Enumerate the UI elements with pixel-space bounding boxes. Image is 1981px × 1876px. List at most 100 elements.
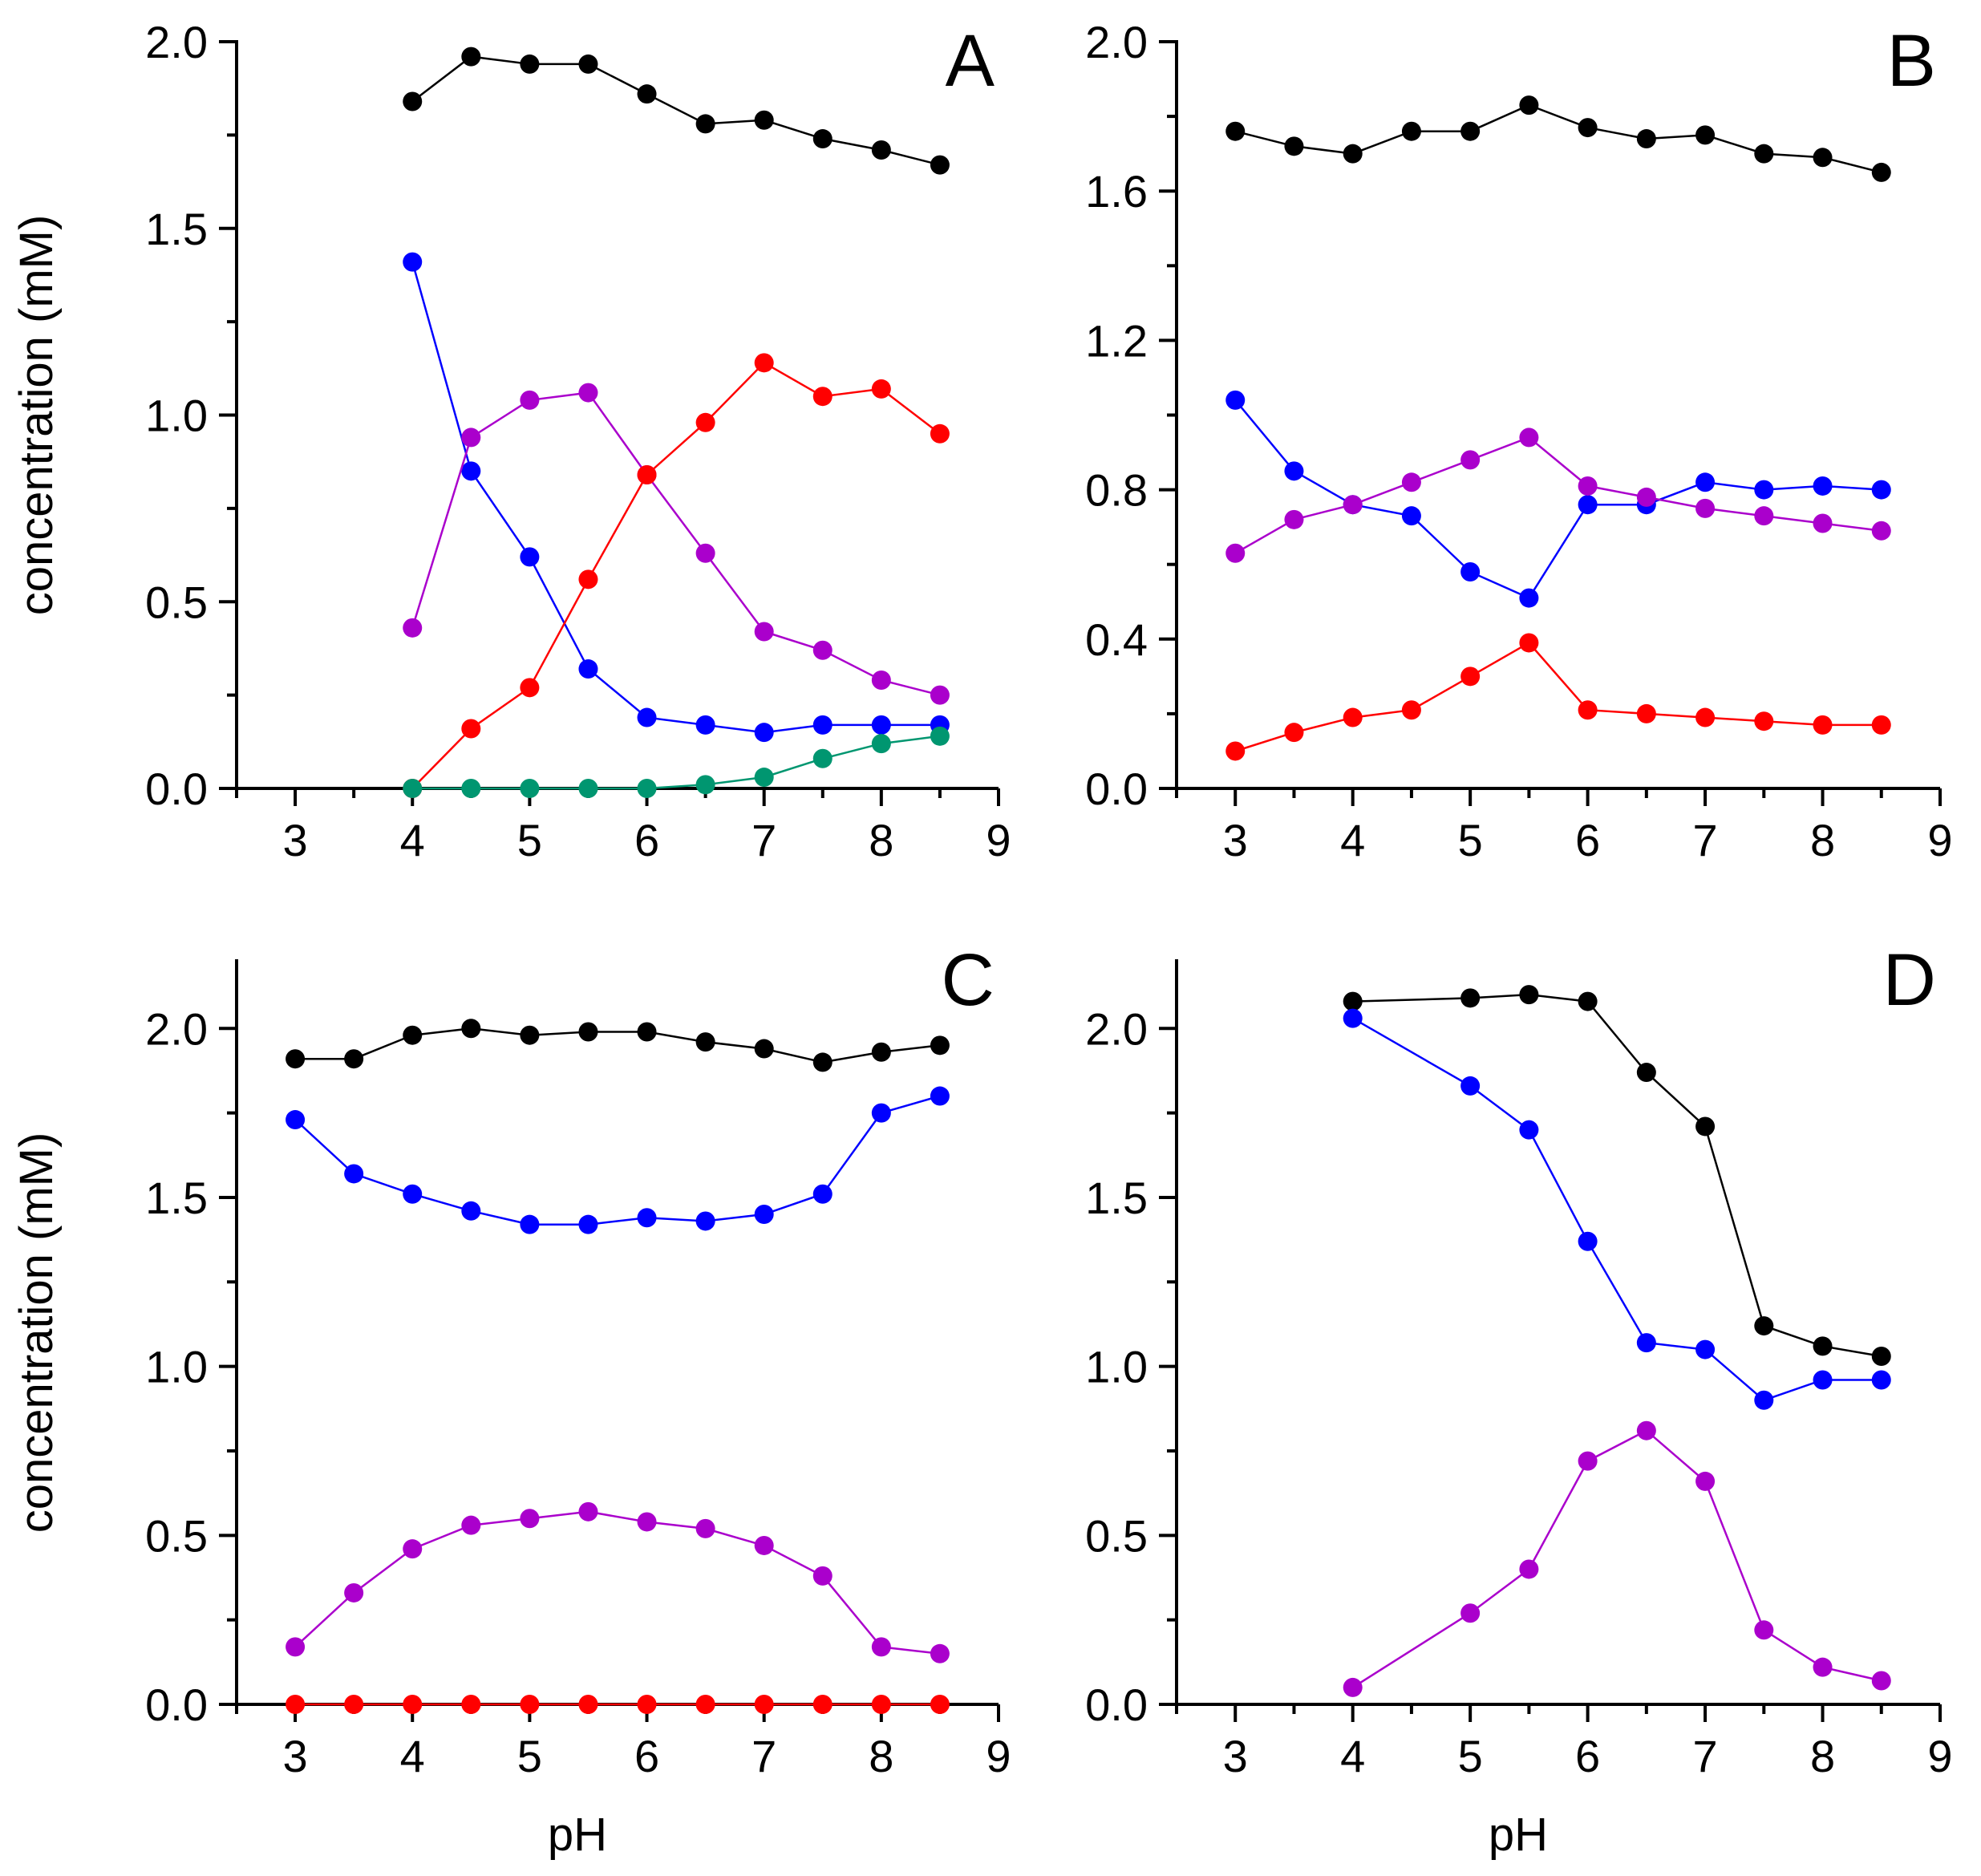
data-point-red xyxy=(1343,707,1363,727)
data-point-green xyxy=(403,779,423,798)
data-point-black xyxy=(344,1049,364,1069)
data-point-red xyxy=(578,1695,598,1714)
x-tick-label: 8 xyxy=(1810,1731,1835,1781)
series-line-blue xyxy=(411,261,940,734)
series-line-magenta xyxy=(1352,1429,1882,1688)
data-point-green xyxy=(637,779,657,798)
data-point-red xyxy=(695,412,715,432)
data-point-red xyxy=(1460,667,1481,687)
data-point-black xyxy=(1636,1063,1656,1083)
data-point-black xyxy=(1343,991,1363,1011)
data-point-black xyxy=(637,84,657,104)
data-point-blue xyxy=(871,1103,891,1123)
data-point-blue xyxy=(344,1164,364,1184)
data-point-magenta xyxy=(578,383,598,403)
x-axis-title: pH xyxy=(1489,1809,1548,1861)
data-point-green xyxy=(812,748,833,768)
data-point-black xyxy=(1813,148,1833,168)
y-tick-label: 0.0 xyxy=(1085,1679,1148,1730)
data-point-magenta xyxy=(520,390,540,410)
data-point-blue xyxy=(1519,1120,1539,1140)
data-point-red xyxy=(1401,700,1421,720)
x-tick-label: 8 xyxy=(1810,815,1835,865)
data-point-magenta xyxy=(754,1535,774,1555)
data-point-red xyxy=(637,1695,657,1714)
data-point-black xyxy=(286,1049,306,1069)
x-tick-label: 9 xyxy=(986,1731,1011,1781)
series-line-blue xyxy=(294,1095,941,1226)
data-point-blue xyxy=(578,659,598,679)
series-blue xyxy=(1225,390,1891,608)
series-line-magenta xyxy=(1234,436,1882,554)
series-line-red xyxy=(411,361,941,789)
data-point-magenta xyxy=(520,1509,540,1529)
data-point-blue xyxy=(1225,390,1246,410)
x-tick-label: 5 xyxy=(517,815,542,865)
data-point-black xyxy=(1754,144,1774,164)
data-point-black xyxy=(1460,988,1481,1008)
x-tick-label: 4 xyxy=(400,815,425,865)
data-point-magenta xyxy=(403,1539,423,1559)
data-point-magenta xyxy=(1343,1677,1363,1697)
series-black xyxy=(286,1019,950,1072)
data-point-black xyxy=(578,1022,598,1042)
y-axis-title: concentration (mM) xyxy=(10,215,63,616)
data-point-red xyxy=(520,1695,540,1714)
y-tick-label: 1.6 xyxy=(1085,166,1148,217)
data-point-magenta xyxy=(1754,506,1774,526)
y-tick-label: 2.0 xyxy=(1085,1003,1148,1054)
data-point-green xyxy=(695,775,715,795)
x-tick-label: 5 xyxy=(1458,815,1483,865)
panel-letter: C xyxy=(942,939,995,1021)
x-tick-label: 9 xyxy=(1927,1731,1952,1781)
data-point-red xyxy=(1871,715,1891,735)
series-black xyxy=(1343,985,1891,1366)
data-point-red xyxy=(871,1695,891,1714)
series-black xyxy=(1225,95,1891,182)
data-point-red xyxy=(578,569,598,590)
y-tick-label: 1.0 xyxy=(1085,1342,1148,1392)
data-point-blue xyxy=(520,547,540,567)
data-point-magenta xyxy=(1578,1451,1598,1471)
series-magenta xyxy=(403,383,950,705)
data-point-black xyxy=(578,54,598,74)
data-point-black xyxy=(871,140,891,160)
data-point-magenta xyxy=(1871,1671,1891,1691)
panel-c: 3 4 5 6 7 8 9 0.0 0.5 1.0 1.5 2.0 concentration (mM)… xyxy=(10,939,1011,1861)
data-point-red xyxy=(1519,633,1539,653)
data-point-blue xyxy=(930,1086,950,1106)
y-tick-label: 2.0 xyxy=(145,17,208,67)
data-point-red xyxy=(461,1695,481,1714)
data-point-red xyxy=(520,678,540,698)
data-point-magenta xyxy=(1695,1471,1716,1491)
x-tick-label: 7 xyxy=(751,815,776,865)
data-point-black xyxy=(754,1039,774,1059)
data-point-red xyxy=(1578,700,1598,720)
x-tick-label: 8 xyxy=(869,815,893,865)
data-point-magenta xyxy=(1813,513,1833,533)
data-point-blue xyxy=(1754,1390,1774,1410)
panel-letter: D xyxy=(1883,939,1936,1021)
data-point-magenta xyxy=(871,1637,891,1657)
data-point-magenta xyxy=(461,427,481,448)
data-point-red xyxy=(403,1695,423,1714)
x-tick-label: 6 xyxy=(1575,815,1600,865)
series-magenta xyxy=(1343,1420,1891,1697)
data-point-black xyxy=(1813,1336,1833,1356)
data-point-black xyxy=(403,91,423,111)
y-tick-label: 1.5 xyxy=(145,1173,208,1223)
series-magenta xyxy=(286,1501,950,1663)
series-red xyxy=(403,353,950,798)
series-line-red xyxy=(1234,641,1882,752)
x-tick-label: 7 xyxy=(751,1731,776,1781)
data-point-magenta xyxy=(871,671,891,691)
data-point-magenta xyxy=(695,543,715,563)
data-point-black xyxy=(1225,121,1246,141)
series-blue xyxy=(286,1086,950,1234)
data-point-blue xyxy=(1636,1333,1656,1353)
series-line-magenta xyxy=(294,1510,941,1655)
data-point-red xyxy=(930,423,950,444)
data-point-blue xyxy=(1460,1076,1481,1096)
x-tick-label: 4 xyxy=(400,1731,425,1781)
